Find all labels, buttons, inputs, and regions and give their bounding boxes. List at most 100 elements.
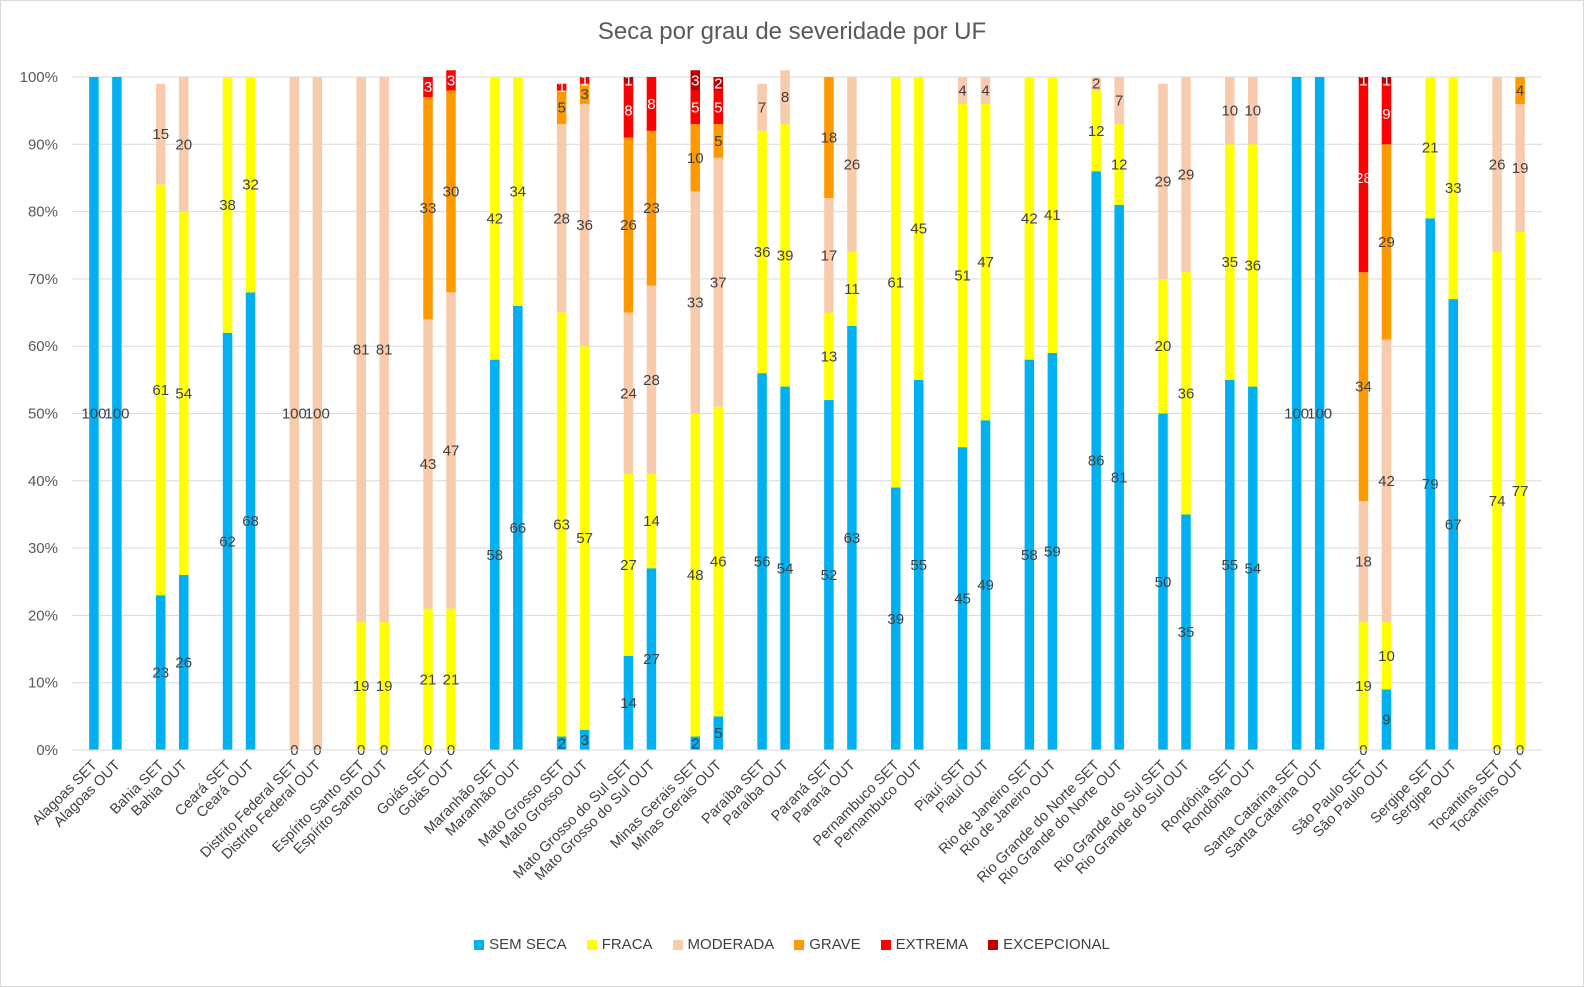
data-label: 5 <box>714 133 722 150</box>
data-label: 1 <box>624 72 632 89</box>
bar-segment <box>1114 204 1124 750</box>
legend-swatch <box>794 939 805 950</box>
bar-segment <box>155 184 166 596</box>
bar-segment <box>356 77 366 623</box>
data-label: 1 <box>1359 72 1367 89</box>
bar-segment <box>847 77 857 252</box>
data-label: 38 <box>219 197 236 214</box>
bar-segment <box>423 319 433 609</box>
data-label: 36 <box>1244 257 1261 274</box>
bar-segment <box>847 326 857 750</box>
bar-segment <box>713 716 724 750</box>
data-label: 14 <box>620 695 637 712</box>
bar-segment <box>1225 144 1235 380</box>
bar-segment <box>646 130 657 286</box>
data-label: 4 <box>981 82 989 99</box>
bar-segment <box>623 312 634 475</box>
data-label: 2 <box>691 735 699 752</box>
y-tick-label: 10% <box>28 675 58 692</box>
data-label: 23 <box>643 200 660 217</box>
bar-segment <box>1291 77 1302 750</box>
bar-segment <box>1448 77 1459 300</box>
bar-segment <box>1358 272 1369 501</box>
bar-segment <box>1515 77 1525 104</box>
data-label: 41 <box>1044 207 1061 224</box>
bar-segment <box>980 77 991 104</box>
data-label: 20 <box>175 136 192 153</box>
legend-item: SEM SECA <box>474 936 567 953</box>
data-label: 29 <box>1378 234 1395 251</box>
legend-item: EXCEPCIONAL <box>988 936 1110 953</box>
bar-segment <box>690 70 701 91</box>
bar-segment <box>1425 218 1436 750</box>
data-label: 10 <box>1378 648 1395 665</box>
bar-segment <box>957 77 968 104</box>
data-label: 30 <box>443 183 460 200</box>
data-label: 27 <box>643 651 660 668</box>
bar-segment <box>446 608 456 750</box>
data-label: 19 <box>376 678 393 695</box>
legend-item: GRAVE <box>794 936 861 953</box>
data-label: 17 <box>821 247 838 264</box>
bar-segment <box>556 83 567 91</box>
bar-segment <box>446 90 456 293</box>
bar-segment <box>1225 379 1235 750</box>
bar-segment <box>1091 77 1101 91</box>
data-label: 21 <box>1422 140 1439 157</box>
data-label: 50 <box>1155 574 1172 591</box>
data-label: 26 <box>1489 156 1506 173</box>
data-label: 8 <box>647 96 655 113</box>
y-tick-label: 60% <box>28 338 58 355</box>
bar-segment <box>623 83 634 138</box>
data-label: 45 <box>954 591 971 608</box>
bar-segment <box>1047 77 1058 353</box>
legend-swatch <box>880 939 891 950</box>
y-tick-label: 40% <box>28 473 58 490</box>
data-label: 55 <box>910 557 927 574</box>
bar-segment <box>913 379 924 750</box>
bar-segment <box>713 406 724 717</box>
legend-label: GRAVE <box>809 936 861 953</box>
bar-segment <box>690 124 701 192</box>
bar-segment <box>579 83 590 104</box>
data-label: 63 <box>553 517 570 534</box>
bar-segment <box>1047 352 1058 750</box>
y-tick-label: 0% <box>36 742 58 759</box>
data-label: 10 <box>1244 103 1261 120</box>
data-label: 66 <box>509 520 526 537</box>
y-tick-label: 100% <box>20 69 58 86</box>
data-label: 68 <box>242 513 259 530</box>
bar-segment <box>112 77 122 750</box>
data-label: 10 <box>687 150 704 167</box>
bar-segment <box>1248 77 1258 145</box>
data-label: 19 <box>1512 160 1529 177</box>
data-label: 43 <box>420 456 437 473</box>
data-label: 81 <box>353 342 370 359</box>
data-label: 34 <box>509 183 526 200</box>
data-label: 3 <box>580 86 588 103</box>
bar-segment <box>222 77 233 333</box>
bar-segment <box>490 359 500 750</box>
bar-segment <box>646 568 657 750</box>
bar-segment <box>155 83 166 185</box>
data-label: 11 <box>844 281 860 298</box>
data-label: 15 <box>152 126 169 143</box>
data-label: 54 <box>777 560 794 577</box>
data-label: 27 <box>620 557 637 574</box>
data-label: 63 <box>844 530 861 547</box>
bar-segment <box>824 400 834 750</box>
legend-label: MODERADA <box>687 936 775 953</box>
bar-segment <box>957 103 968 448</box>
bar-segment <box>289 77 300 750</box>
bar-segment <box>1492 77 1502 252</box>
bar-segment <box>423 97 433 320</box>
bar-segment <box>623 655 634 750</box>
bar-segment <box>446 292 456 609</box>
data-label: 74 <box>1489 493 1506 510</box>
bar-segment <box>1024 77 1035 360</box>
data-label: 54 <box>1244 560 1261 577</box>
data-label: 3 <box>580 732 588 749</box>
data-label: 37 <box>710 274 727 291</box>
bar-segment <box>623 474 634 656</box>
